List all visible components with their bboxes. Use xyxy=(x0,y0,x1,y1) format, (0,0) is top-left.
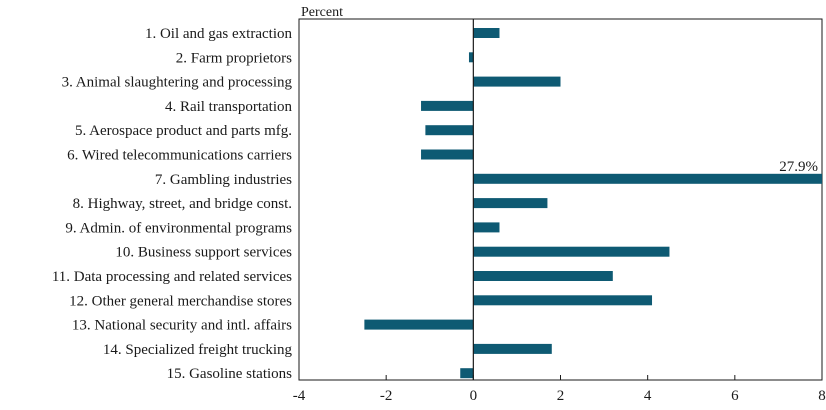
bar xyxy=(473,295,653,306)
x-tick-label: 8 xyxy=(818,388,826,404)
bar xyxy=(421,149,474,160)
bar xyxy=(473,343,552,354)
category-label: 15. Gasoline stations xyxy=(167,366,293,382)
category-label: 7. Gambling industries xyxy=(155,172,292,188)
category-label: 9. Admin. of environmental programs xyxy=(65,220,292,236)
category-label: 13. National security and intl. affairs xyxy=(72,318,292,334)
x-tick-label: 0 xyxy=(470,388,478,404)
bar xyxy=(473,28,500,38)
category-label: 6. Wired telecommunications carriers xyxy=(67,148,292,164)
bar xyxy=(473,222,500,233)
bar xyxy=(364,319,474,330)
bar xyxy=(421,100,474,111)
x-tick-label: 6 xyxy=(731,388,739,404)
category-label: 12. Other general merchandise stores xyxy=(69,293,292,309)
x-tick-label: 2 xyxy=(557,388,565,404)
bar xyxy=(473,173,822,184)
bar xyxy=(473,76,561,87)
category-label: 10. Business support services xyxy=(115,245,292,261)
bar xyxy=(473,246,670,257)
category-label: 3. Animal slaughtering and processing xyxy=(62,75,293,91)
category-label: 8. Highway, street, and bridge const. xyxy=(73,196,292,212)
bar xyxy=(473,271,613,281)
bar xyxy=(425,125,474,136)
bar xyxy=(473,198,548,209)
bar xyxy=(468,52,474,63)
x-tick-label: -4 xyxy=(293,388,306,404)
category-label: 4. Rail transportation xyxy=(165,99,293,115)
x-tick-label: -2 xyxy=(380,388,393,404)
category-label: 2. Farm proprietors xyxy=(176,50,292,66)
category-label: 14. Specialized freight trucking xyxy=(103,342,293,358)
bar xyxy=(460,368,474,379)
x-tick-label: 4 xyxy=(644,388,652,404)
category-label: 11. Data processing and related services xyxy=(52,269,292,285)
bar-value-annotation: 27.9% xyxy=(779,159,818,175)
x-unit-label: Percent xyxy=(301,5,343,20)
category-label: 5. Aerospace product and parts mfg. xyxy=(75,123,292,139)
category-label: 1. Oil and gas extraction xyxy=(145,26,293,42)
